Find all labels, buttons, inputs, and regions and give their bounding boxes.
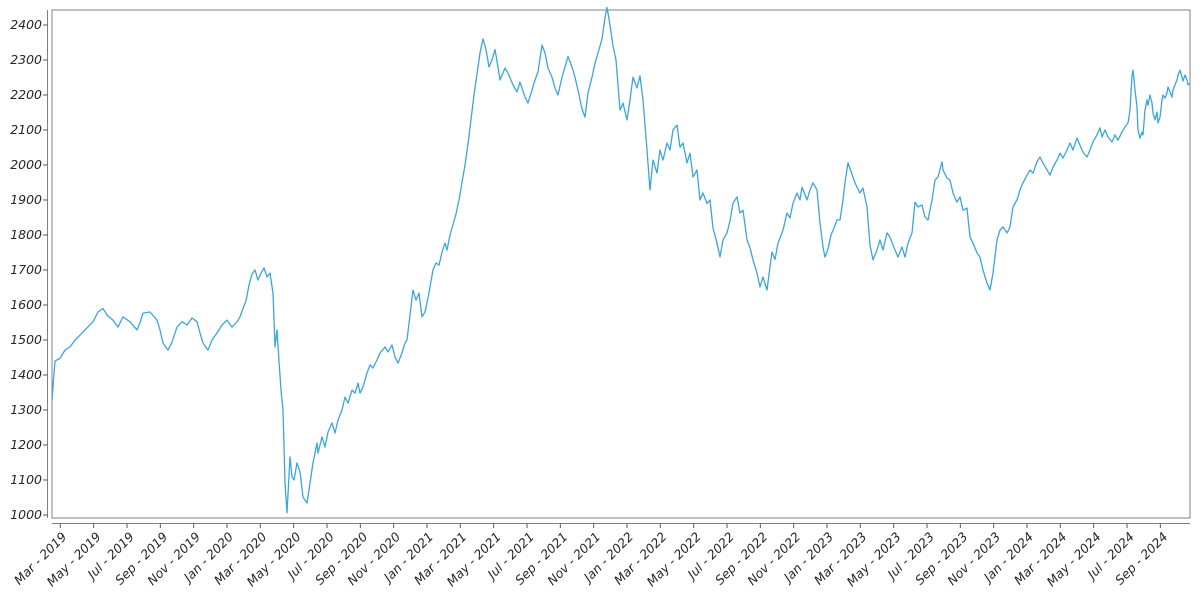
y-tick-label: 2300 [10, 52, 42, 67]
y-tick-label: 1300 [10, 402, 42, 417]
y-tick-label: 2100 [10, 122, 42, 137]
price-series-line [51, 6, 1191, 514]
y-tick-label: 1600 [10, 297, 42, 312]
y-tick-label: 1100 [10, 472, 42, 487]
y-tick-label: 2000 [10, 157, 42, 172]
y-tick-label: 1800 [10, 227, 42, 242]
y-tick-label: 2200 [10, 87, 42, 102]
y-tick-label: 1900 [10, 192, 42, 207]
y-tick-label: 1200 [10, 437, 42, 452]
y-tick-label: 1700 [10, 262, 42, 277]
y-tick-label: 1000 [10, 507, 42, 522]
y-tick-label: 2400 [10, 17, 42, 32]
y-tick-label: 1500 [10, 332, 42, 347]
plot-border [51, 9, 1191, 519]
y-tick-label: 1400 [10, 367, 42, 382]
